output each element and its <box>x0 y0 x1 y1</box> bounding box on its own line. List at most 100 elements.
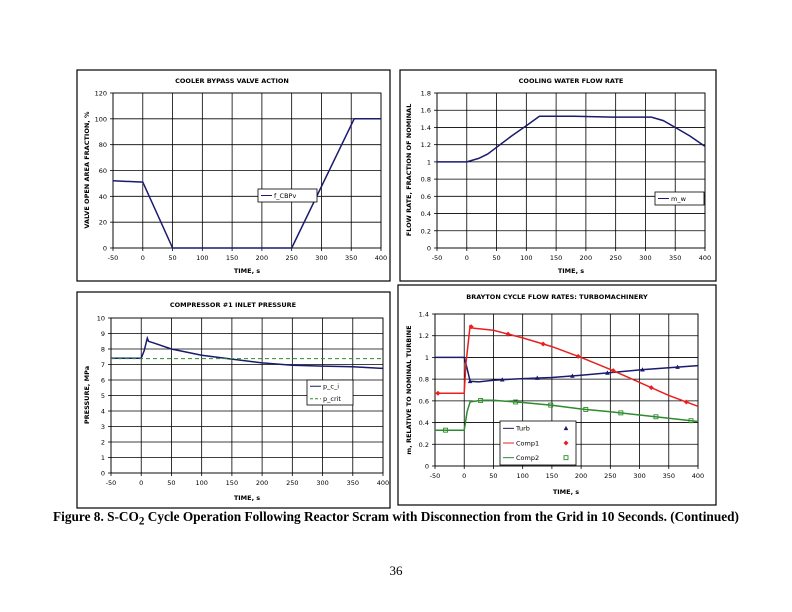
x-tick-label: 350 <box>663 472 675 480</box>
y-tick-label: 0.6 <box>419 397 429 405</box>
y-tick-label: 8 <box>101 346 105 354</box>
x-tick-label: 350 <box>345 254 357 262</box>
legend-label: Comp1 <box>516 439 539 447</box>
x-tick-label: 250 <box>285 254 297 262</box>
y-tick-label: 40 <box>99 193 107 201</box>
x-tick-label: 50 <box>168 254 176 262</box>
page-number: 36 <box>389 563 403 578</box>
x-tick-label: 50 <box>167 479 175 487</box>
x-tick-label: 250 <box>286 479 298 487</box>
x-axis-label: TIME, s <box>234 267 260 275</box>
legend-box <box>654 191 705 206</box>
marker-Turb <box>570 373 575 378</box>
marker-Turb <box>605 370 610 375</box>
caption-subscript: 2 <box>138 515 145 528</box>
x-tick-label: 100 <box>520 254 532 262</box>
marker-Comp2 <box>443 427 448 433</box>
x-tick-label: 250 <box>609 254 621 262</box>
series-line-f_CBPv <box>112 118 381 249</box>
series-line-Comp2 <box>435 399 699 431</box>
x-tick-label: -50 <box>430 472 441 480</box>
marker-Comp1 <box>540 341 546 347</box>
caption-text: Figure 8. S-CO <box>53 509 139 524</box>
y-tick-label: 0.2 <box>421 227 431 235</box>
y-tick-label: 20 <box>99 219 107 227</box>
marker-Comp1 <box>610 368 616 374</box>
marker-Comp2 <box>478 398 484 403</box>
x-tick-label: 300 <box>633 472 645 480</box>
y-tick-label: 3 <box>101 423 105 431</box>
marker-Comp2 <box>583 406 589 412</box>
marker-Comp1 <box>505 331 511 337</box>
y-tick-label: 7 <box>101 361 105 369</box>
x-tick-label: 300 <box>639 254 651 262</box>
x-tick-label: 350 <box>669 254 681 262</box>
y-tick-label: 4 <box>101 408 105 416</box>
marker-Comp1 <box>683 399 689 405</box>
y-tick-label: 10 <box>97 315 105 323</box>
chart-title: BRAYTON CYCLE FLOW RATES: TURBOMACHINERY <box>466 293 648 301</box>
x-tick-label: -50 <box>108 254 119 262</box>
x-tick-label: 200 <box>256 479 268 487</box>
marker-Comp1 <box>468 324 474 330</box>
x-tick-label: 50 <box>492 254 500 262</box>
y-tick-label: 100 <box>95 115 107 123</box>
x-tick-label: 0 <box>462 472 466 480</box>
legend: p_c_i p_crit <box>306 379 354 406</box>
marker-Comp2 <box>653 414 659 420</box>
x-tick-label: 150 <box>550 254 562 262</box>
y-tick-label: 0.8 <box>419 376 429 384</box>
x-tick-label: 0 <box>465 254 469 262</box>
y-tick-label: 0 <box>427 245 431 253</box>
x-tick-label: 0 <box>141 254 145 262</box>
marker-Turb <box>534 375 540 380</box>
x-tick-label: 100 <box>195 479 207 487</box>
y-tick-label: 1.2 <box>421 141 431 149</box>
x-tick-label: 300 <box>316 479 328 487</box>
x-tick-label: 350 <box>347 479 359 487</box>
legend-label: f_CBPv <box>274 192 296 200</box>
chart-2: 00.20.40.60.811.21.41.61.8-50 0 50 100 150 20… <box>399 69 717 282</box>
marker-Comp2 <box>513 399 519 405</box>
marker-Comp1 <box>435 390 441 396</box>
plot-area <box>436 92 706 249</box>
legend-box <box>257 188 318 203</box>
marker-Comp2 <box>688 418 694 424</box>
y-tick-label: 0 <box>103 245 107 253</box>
series-line-p_c_i <box>111 335 384 370</box>
y-tick-label: 0.6 <box>421 193 431 201</box>
legend-label: p_crit <box>323 395 341 403</box>
y-axis-label: PRESSURE, MPa <box>83 366 91 424</box>
series-line-Turb <box>435 356 699 383</box>
x-tick-label: 150 <box>226 479 238 487</box>
x-tick-label: 200 <box>575 472 587 480</box>
x-axis-label: TIME, s <box>558 267 584 275</box>
legend-label: p_c_i <box>323 383 339 391</box>
y-axis-label: m, RELATIVE TO NOMINAL TURBINE <box>405 325 413 454</box>
x-tick-label: 150 <box>226 254 238 262</box>
chart-4: 00.20.40.60.811.21.4-50 0 50 100 150 200 250 30… <box>397 284 717 506</box>
y-tick-label: 5 <box>101 392 105 400</box>
x-axis-label: TIME, s <box>234 494 260 502</box>
x-tick-label: 400 <box>699 254 711 262</box>
legend-marker <box>563 455 569 461</box>
y-tick-label: 1 <box>427 158 431 166</box>
x-tick-label: 400 <box>375 254 387 262</box>
x-tick-label: -50 <box>106 479 117 487</box>
legend: f_CBPv <box>257 188 318 203</box>
y-tick-label: 6 <box>101 377 105 385</box>
marker-Comp1 <box>575 353 581 359</box>
y-tick-label: 1 <box>425 354 429 362</box>
x-tick-label: 50 <box>489 472 497 480</box>
x-tick-label: -50 <box>432 254 443 262</box>
x-tick-label: 250 <box>604 472 616 480</box>
y-tick-label: 1.4 <box>421 124 431 132</box>
y-tick-label: 60 <box>99 167 107 175</box>
legend-label: Turb <box>515 425 530 433</box>
x-tick-label: 400 <box>692 472 704 480</box>
chart-title: COMPRESSOR #1 INLET PRESSURE <box>170 301 296 309</box>
chart-title: COOLING WATER FLOW RATE <box>519 77 624 85</box>
marker-Comp2 <box>548 402 554 408</box>
